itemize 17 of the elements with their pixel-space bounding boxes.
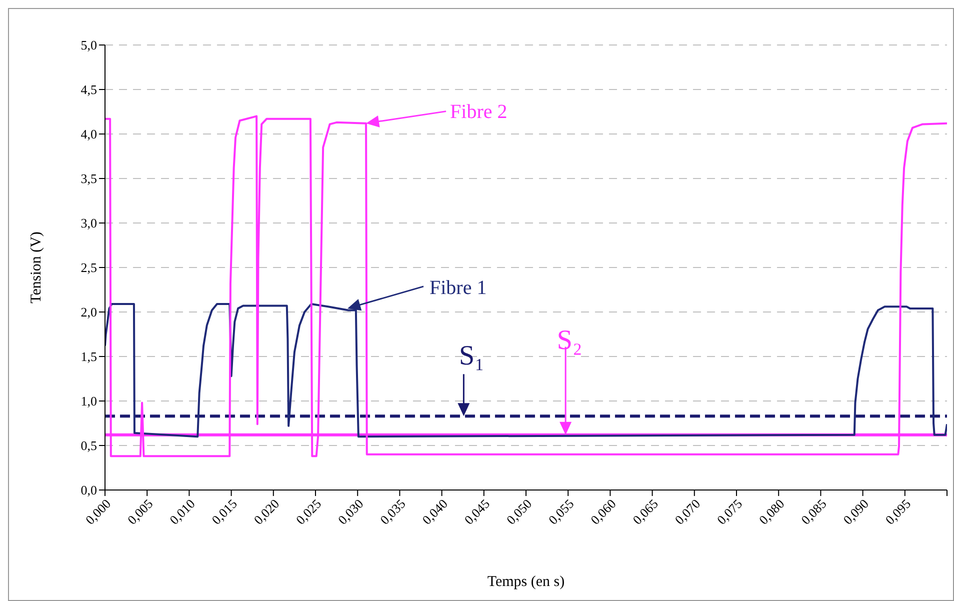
y-tick-label: 3,5 [80,171,97,186]
annotation: Fibre 1 [429,277,487,300]
y-tick-label: 0,0 [80,482,97,498]
y-tick-label: 1,5 [80,349,97,364]
x-axis-title: Temps (en s) [487,574,565,590]
y-tick-label: 4,5 [80,82,97,98]
y-tick-label: 5,0 [80,38,97,53]
annotation: S₁ [459,340,484,372]
y-axis-title: Tension (V) [28,232,44,304]
y-tick-label: 2,0 [80,304,97,320]
y-tick-label: 3,0 [80,216,97,231]
y-tick-label: 2,5 [80,260,97,276]
annotation: Fibre 2 [450,100,508,123]
y-tick-label: 4,0 [80,126,97,142]
annotation: S₂ [556,325,582,356]
y-tick-label: 1,0 [80,394,97,409]
y-tick-label: 0,5 [80,438,97,454]
